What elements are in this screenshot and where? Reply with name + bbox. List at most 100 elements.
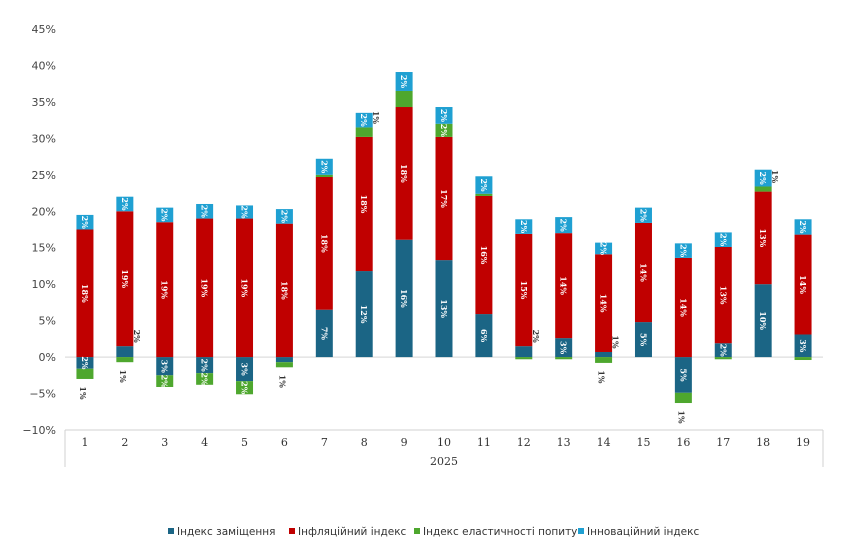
x-tick-label: 8 xyxy=(361,436,368,449)
data-label: 15% xyxy=(519,281,529,300)
x-tick-label: 2 xyxy=(121,436,128,449)
bar-segment-s3 xyxy=(595,242,613,255)
bar-segment-s0 xyxy=(754,284,772,358)
bar-segment-s2 xyxy=(714,357,732,360)
bar-segment-s3 xyxy=(355,112,373,128)
data-label: 2% xyxy=(599,242,609,256)
bar-segment-s1 xyxy=(196,218,214,358)
bar-segment-s2 xyxy=(116,357,134,363)
x-tick-label: 14 xyxy=(597,436,611,449)
bar-segment-s2 xyxy=(515,357,533,360)
x-tick-label: 1 xyxy=(81,436,88,449)
data-label: 2% xyxy=(798,220,808,234)
bar-segment-s3 xyxy=(236,205,254,219)
data-label: 18% xyxy=(319,234,329,253)
bar-segment-s2 xyxy=(555,357,573,360)
bar-segment-s3 xyxy=(674,243,692,258)
bar-segment-s0 xyxy=(674,357,692,393)
data-label: 3% xyxy=(240,363,250,377)
bar-segment-s0 xyxy=(76,357,94,369)
data-label: 2% xyxy=(479,178,489,192)
data-label: 1% xyxy=(676,410,686,424)
bar-segment-s3 xyxy=(116,196,134,212)
data-label: 2% xyxy=(200,359,210,373)
data-label: 14% xyxy=(638,263,648,282)
x-tick-label: 9 xyxy=(401,436,408,449)
y-tick-label: 15% xyxy=(32,242,56,255)
data-label: 13% xyxy=(718,286,728,305)
bar-segment-s0 xyxy=(116,346,134,358)
data-label: 18% xyxy=(279,281,289,300)
bar-segment-s1 xyxy=(794,234,812,335)
data-label: 12% xyxy=(359,305,369,324)
x-tick-label: 7 xyxy=(321,436,328,449)
data-label: 16% xyxy=(479,246,489,265)
bar-segment-s1 xyxy=(275,223,293,358)
legend-label: Індекс заміщення xyxy=(177,526,275,538)
data-label: 1% xyxy=(371,111,381,125)
legend-label: Інноваційний індекс xyxy=(587,526,699,538)
y-tick-label: −5% xyxy=(29,388,56,401)
y-tick-label: 20% xyxy=(32,205,56,218)
bar-segment-s1 xyxy=(395,107,413,240)
x-tick-label: 17 xyxy=(716,436,730,449)
data-label: 5% xyxy=(638,333,648,347)
data-label: 2% xyxy=(439,124,449,138)
data-label: 1% xyxy=(597,370,607,384)
data-label: 18% xyxy=(359,195,369,214)
bar-segment-s1 xyxy=(515,233,533,347)
data-label: 3% xyxy=(559,341,569,355)
data-label: 2% xyxy=(399,75,409,89)
x-group-label: 2025 xyxy=(430,455,458,468)
data-label: 2% xyxy=(638,209,648,223)
bar-segment-s3 xyxy=(754,169,772,187)
y-tick-label: 45% xyxy=(32,23,56,36)
bar-segment-s3 xyxy=(475,176,493,194)
bar-segment-s1 xyxy=(355,136,373,272)
bar-segment-s1 xyxy=(475,195,493,315)
legend-label: Інфляційний індекс xyxy=(298,526,407,538)
data-label: 2% xyxy=(718,344,728,358)
bar-segment-s1 xyxy=(754,191,772,285)
bar-segment-s0 xyxy=(395,239,413,358)
bar-segment-s0 xyxy=(196,357,214,374)
y-tick-label: 5% xyxy=(39,315,56,328)
bar-segment-s3 xyxy=(634,207,652,223)
data-label: 13% xyxy=(439,299,449,318)
bar-segment-s0 xyxy=(595,351,613,358)
bar-segment-s0 xyxy=(634,322,652,358)
bar-segment-s1 xyxy=(76,229,94,358)
data-labels: 2%18%1%2%2%19%1%2%3%19%2%2%2%19%2%2%3%19… xyxy=(78,75,808,424)
bar-segment-s3 xyxy=(395,72,413,91)
data-label: 1% xyxy=(770,170,780,184)
bar-segment-s0 xyxy=(555,338,573,358)
bar-segment-s0 xyxy=(794,334,812,358)
legend-label: Індекс еластичності попиту xyxy=(423,526,577,538)
bar-segment-s3 xyxy=(714,232,732,247)
data-label: 2% xyxy=(359,114,369,128)
bar-segment-s0 xyxy=(515,346,533,358)
data-label: 2% xyxy=(319,160,329,174)
data-label: 18% xyxy=(399,164,409,183)
data-label: 2% xyxy=(80,356,90,370)
bar-segment-s0 xyxy=(275,357,293,363)
y-tick-label: 0% xyxy=(39,351,56,364)
x-tick-label: 11 xyxy=(477,436,491,449)
data-label: 1% xyxy=(118,370,128,384)
x-tick-label: 5 xyxy=(241,436,248,449)
bar-segment-s1 xyxy=(435,136,453,261)
data-label: 19% xyxy=(120,269,130,288)
data-label: 10% xyxy=(758,311,768,330)
x-tick-label: 3 xyxy=(161,436,168,449)
x-tick-label: 10 xyxy=(437,436,451,449)
bar-segment-s2 xyxy=(76,368,94,379)
bar-segment-s2 xyxy=(156,375,174,387)
bar-segment-s0 xyxy=(475,314,493,358)
y-tick-label: 10% xyxy=(32,278,56,291)
data-label: 2% xyxy=(718,233,728,247)
bar-segment-s1 xyxy=(116,211,134,347)
bar-segment-s0 xyxy=(435,260,453,358)
data-label: 13% xyxy=(758,229,768,248)
bar-segment-s1 xyxy=(634,222,652,323)
bar-segment-s3 xyxy=(196,203,214,219)
